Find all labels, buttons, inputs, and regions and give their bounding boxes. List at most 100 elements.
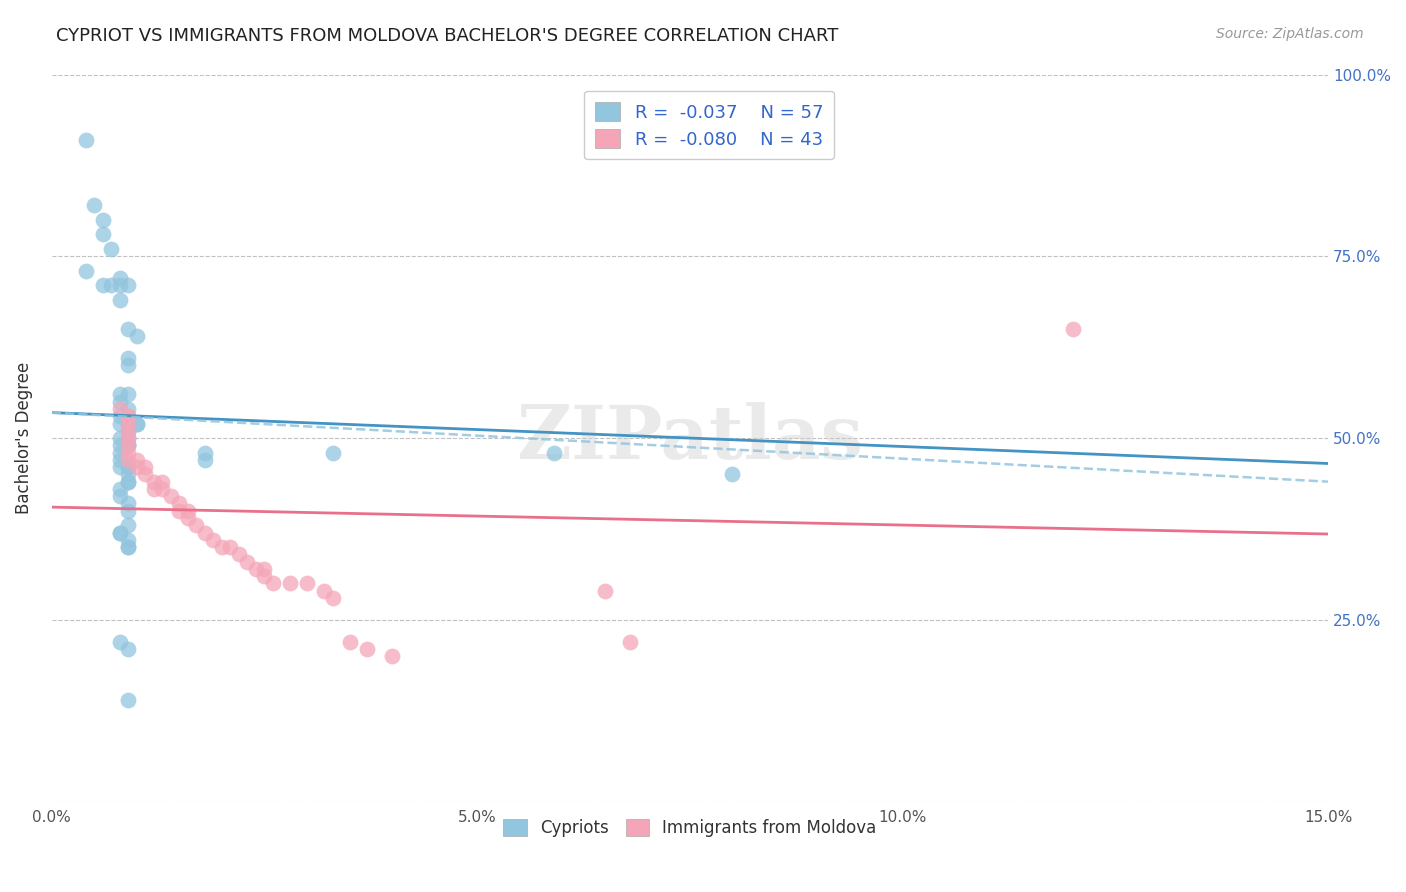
Point: [83, 198, 105, 212]
Point: [117, 322, 139, 336]
Point: [117, 460, 139, 475]
Point: [108, 634, 131, 648]
Point: [339, 634, 361, 648]
Point: [253, 562, 276, 576]
Point: [177, 504, 200, 518]
Point: [117, 438, 139, 452]
Point: [100, 242, 122, 256]
Point: [108, 453, 131, 467]
Point: [100, 278, 122, 293]
Point: [356, 641, 378, 656]
Point: [117, 533, 139, 547]
Point: [117, 409, 139, 424]
Y-axis label: Bachelor's Degree: Bachelor's Degree: [15, 362, 32, 514]
Point: [108, 438, 131, 452]
Point: [108, 401, 131, 416]
Point: [108, 409, 131, 424]
Point: [117, 359, 139, 373]
Point: [117, 278, 139, 293]
Point: [194, 445, 217, 459]
Point: [117, 424, 139, 438]
Point: [108, 417, 131, 431]
Point: [117, 504, 139, 518]
Point: [117, 431, 139, 445]
Point: [91, 213, 114, 227]
Point: [91, 227, 114, 242]
Point: [117, 438, 139, 452]
Point: [108, 525, 131, 540]
Point: [117, 540, 139, 554]
Point: [150, 475, 173, 489]
Point: [108, 445, 131, 459]
Point: [117, 424, 139, 438]
Point: [108, 387, 131, 401]
Point: [108, 271, 131, 285]
Point: [160, 489, 183, 503]
Point: [228, 547, 250, 561]
Point: [117, 387, 139, 401]
Text: Source: ZipAtlas.com: Source: ZipAtlas.com: [1216, 27, 1364, 41]
Point: [108, 394, 131, 409]
Point: [134, 467, 156, 482]
Point: [194, 525, 217, 540]
Point: [150, 482, 173, 496]
Point: [117, 496, 139, 510]
Point: [593, 583, 616, 598]
Point: [108, 431, 131, 445]
Point: [202, 533, 225, 547]
Point: [75, 133, 97, 147]
Point: [117, 641, 139, 656]
Point: [295, 576, 318, 591]
Point: [117, 445, 139, 459]
Point: [169, 496, 191, 510]
Point: [125, 453, 148, 467]
Point: [125, 417, 148, 431]
Point: [117, 540, 139, 554]
Point: [117, 453, 139, 467]
Point: [322, 591, 344, 605]
Point: [619, 634, 641, 648]
Point: [177, 511, 200, 525]
Point: [117, 401, 139, 416]
Point: [543, 445, 565, 459]
Point: [381, 649, 404, 664]
Point: [278, 576, 301, 591]
Point: [211, 540, 233, 554]
Point: [117, 409, 139, 424]
Point: [721, 467, 744, 482]
Point: [108, 489, 131, 503]
Point: [312, 583, 335, 598]
Point: [117, 438, 139, 452]
Point: [186, 518, 208, 533]
Point: [117, 475, 139, 489]
Point: [142, 482, 165, 496]
Text: ZIPatlas: ZIPatlas: [516, 401, 863, 475]
Point: [117, 518, 139, 533]
Point: [1062, 322, 1084, 336]
Point: [169, 504, 191, 518]
Point: [91, 278, 114, 293]
Point: [134, 460, 156, 475]
Point: [117, 460, 139, 475]
Point: [117, 693, 139, 707]
Point: [117, 351, 139, 365]
Point: [108, 460, 131, 475]
Point: [108, 525, 131, 540]
Point: [194, 453, 217, 467]
Point: [253, 569, 276, 583]
Point: [219, 540, 242, 554]
Point: [108, 482, 131, 496]
Point: [117, 475, 139, 489]
Point: [117, 417, 139, 431]
Point: [108, 293, 131, 307]
Legend: Cypriots, Immigrants from Moldova: Cypriots, Immigrants from Moldova: [496, 813, 883, 844]
Point: [125, 417, 148, 431]
Point: [322, 445, 344, 459]
Point: [117, 417, 139, 431]
Point: [262, 576, 284, 591]
Point: [117, 431, 139, 445]
Point: [125, 460, 148, 475]
Point: [142, 475, 165, 489]
Point: [108, 278, 131, 293]
Point: [125, 329, 148, 343]
